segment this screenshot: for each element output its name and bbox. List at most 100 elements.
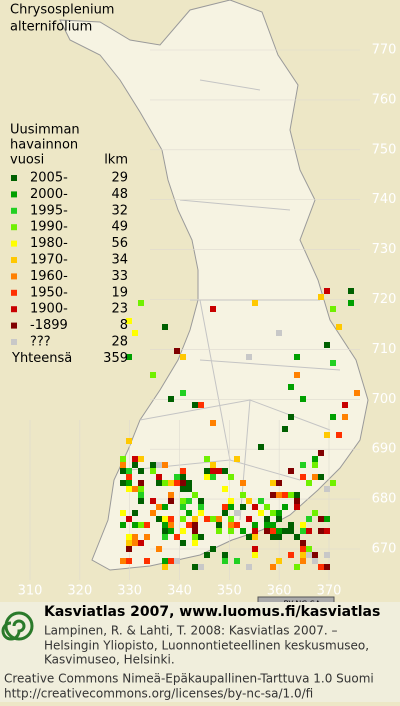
- legend-swatch: [11, 306, 17, 313]
- license-line: Creative Commons Nimeä-Epäkaupallinen-Ta…: [4, 672, 374, 686]
- observation-square: [174, 558, 180, 564]
- observation-square: [168, 522, 174, 528]
- observation-square: [276, 516, 282, 522]
- observation-square: [330, 480, 336, 486]
- observation-square: [162, 558, 168, 564]
- observation-square: [192, 528, 198, 534]
- observation-square: [162, 480, 168, 486]
- observation-square: [162, 522, 168, 528]
- x-tick-label: 350: [217, 584, 242, 599]
- observation-square: [342, 414, 348, 420]
- observation-square: [288, 528, 294, 534]
- legend-count: 23: [111, 302, 128, 317]
- observation-square: [330, 414, 336, 420]
- y-tick-label: 730: [372, 242, 397, 257]
- legend-label: 1900-: [30, 302, 68, 317]
- observation-square: [138, 456, 144, 462]
- observation-square: [300, 522, 306, 528]
- observation-square: [138, 486, 144, 492]
- legend-heading-line: Uusimman: [10, 123, 80, 138]
- observation-square: [294, 504, 300, 510]
- observation-square: [180, 540, 186, 546]
- legend-count: 49: [111, 220, 128, 235]
- x-tick-label: 320: [67, 584, 92, 599]
- observation-square: [264, 504, 270, 510]
- observation-square: [342, 402, 348, 408]
- legend-label: 2000-: [30, 187, 68, 202]
- observation-square: [156, 504, 162, 510]
- observation-square: [228, 516, 234, 522]
- observation-square: [192, 516, 198, 522]
- observation-square: [246, 564, 252, 570]
- observation-square: [300, 474, 306, 480]
- citation-line: Helsingin Yliopisto, Luonnontieteellinen…: [44, 639, 369, 653]
- observation-square: [264, 516, 270, 522]
- legend-label: 1950-: [30, 285, 68, 300]
- observation-square: [270, 564, 276, 570]
- observation-square: [180, 504, 186, 510]
- observation-square: [120, 558, 126, 564]
- observation-square: [300, 462, 306, 468]
- observation-square: [264, 528, 270, 534]
- observation-square: [252, 522, 258, 528]
- observation-square: [330, 360, 336, 366]
- observation-square: [156, 516, 162, 522]
- legend-swatch: [11, 175, 17, 181]
- observation-square: [222, 510, 228, 516]
- observation-square: [216, 522, 222, 528]
- observation-square: [138, 300, 144, 306]
- observation-square: [300, 546, 306, 552]
- x-tick-label: 360: [267, 584, 292, 599]
- observation-square: [288, 552, 294, 558]
- y-tick-label: 710: [372, 342, 397, 357]
- x-tick-label: 310: [18, 584, 43, 599]
- legend-swatch: [11, 207, 17, 214]
- observation-square: [126, 540, 132, 546]
- observation-square: [162, 504, 168, 510]
- observation-square: [162, 324, 168, 330]
- legend-swatch: [11, 257, 17, 263]
- observation-square: [294, 372, 300, 378]
- observation-square: [156, 546, 162, 552]
- observation-square: [312, 474, 318, 480]
- observation-square: [126, 480, 132, 486]
- observation-square: [282, 528, 288, 534]
- observation-square: [288, 492, 294, 498]
- observation-square: [318, 564, 324, 570]
- observation-square: [336, 324, 342, 330]
- observation-square: [198, 510, 204, 516]
- observation-square: [306, 480, 312, 486]
- observation-square: [300, 558, 306, 564]
- observation-square: [192, 492, 198, 498]
- observation-square: [294, 354, 300, 360]
- legend-heading-line: vuosi: [10, 153, 44, 168]
- observation-square: [186, 510, 192, 516]
- observation-square: [252, 528, 258, 534]
- observation-square: [318, 516, 324, 522]
- observation-square: [282, 426, 288, 432]
- observation-square: [252, 300, 258, 306]
- observation-square: [324, 432, 330, 438]
- observation-square: [126, 354, 132, 360]
- legend-count: 56: [111, 236, 128, 251]
- observation-square: [252, 504, 258, 510]
- observation-square: [150, 510, 156, 516]
- observation-square: [288, 414, 294, 420]
- observation-square: [210, 474, 216, 480]
- observation-square: [174, 480, 180, 486]
- observation-square: [222, 552, 228, 558]
- observation-square: [150, 468, 156, 474]
- observation-square: [324, 342, 330, 348]
- observation-square: [180, 468, 186, 474]
- observation-square: [294, 498, 300, 504]
- legend-swatch: [11, 289, 17, 296]
- observation-square: [306, 528, 312, 534]
- legend-label: -1899: [30, 318, 68, 333]
- observation-square: [306, 546, 312, 552]
- observation-square: [174, 474, 180, 480]
- observation-square: [312, 558, 318, 564]
- observation-square: [162, 516, 168, 522]
- observation-square: [138, 492, 144, 498]
- legend-label: 1980-: [30, 236, 68, 251]
